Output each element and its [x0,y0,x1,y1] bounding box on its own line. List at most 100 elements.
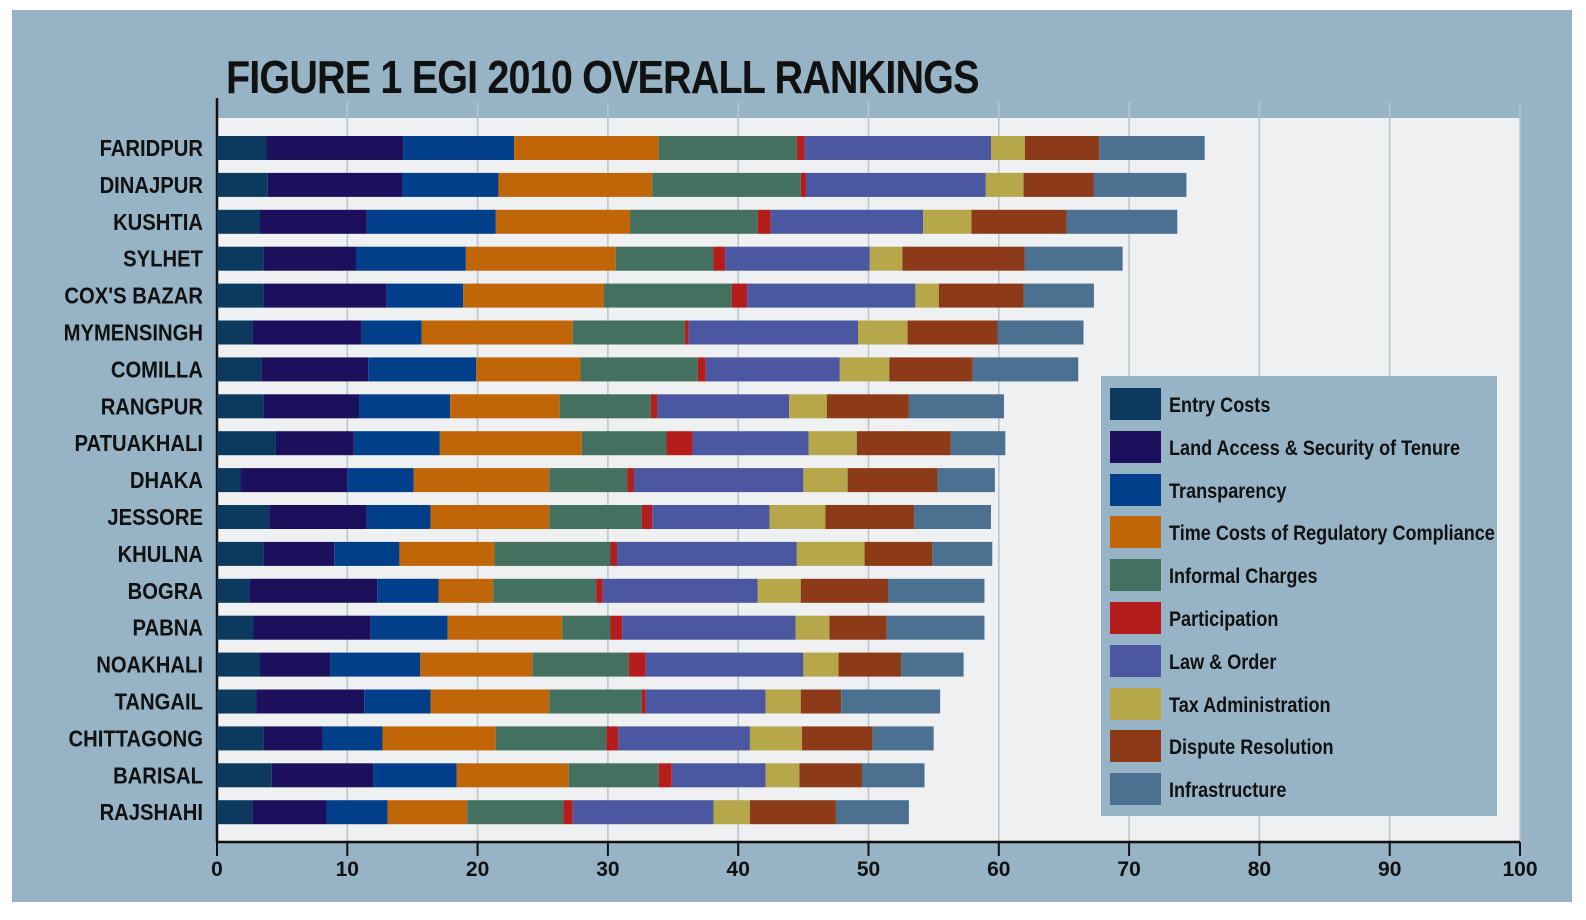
bar-segment [217,172,268,197]
bar-segment [359,394,451,419]
category-label: DINAJPUR [100,172,204,199]
bar-segment [347,468,414,493]
bar-segment [902,246,1025,271]
category-label: CHITTAGONG [68,725,203,752]
x-tick-label: 100 [1502,858,1537,881]
bar-segment [789,394,827,419]
bar-segment [769,505,826,529]
bar-segment [263,283,387,308]
bar-segment [622,615,796,640]
bar-segment [456,763,569,788]
bar-segment [795,615,830,640]
bar-segment [610,615,623,640]
bar-segment [804,136,991,160]
bar-segment [805,172,986,197]
bar-segment [263,541,335,566]
bar-segment [549,505,642,529]
bar-segment [334,541,400,566]
bar-segment [366,505,431,529]
bar-segment [514,136,659,160]
bar-segment [633,468,804,493]
bar-segment [800,689,842,714]
bar-segment [889,357,973,382]
bar-segment [493,578,597,603]
legend-item: Informal Charges [1110,559,1500,592]
x-tick-label: 0 [211,858,223,881]
bar-segment [361,320,422,345]
legend-swatch [1110,388,1161,420]
bar-segment [217,246,264,271]
bar-segment [826,394,909,419]
bar-segment [1023,172,1094,197]
bar-segment [549,468,628,493]
bar-segment [402,172,499,197]
bar-segment [580,357,698,382]
bar-segment [259,209,367,234]
x-tick-label: 70 [1117,858,1140,881]
legend-label: Dispute Resolution [1169,736,1334,760]
bar-segment [650,394,658,419]
bar-segment [749,726,803,751]
bar-segment [495,726,607,751]
x-tick-label: 80 [1248,858,1271,881]
legend-label: Informal Charges [1169,565,1318,589]
bar-segment [217,136,267,160]
bar-segment [252,320,362,345]
bar-segment [765,689,801,714]
bar-segment [652,172,801,197]
bar-segment [267,172,403,197]
bar-segment [950,431,1006,456]
legend-swatch [1110,473,1161,506]
bar-segment [430,505,550,529]
bar-segment [765,763,800,788]
legend-label: Time Costs of Regulatory Compliance [1169,522,1495,546]
bar-segment [602,578,758,603]
bar-segment [617,541,797,566]
bar-segment [217,689,257,714]
bar-segment [330,652,421,677]
category-label: MYMENSINGH [64,319,203,346]
bar-segment [923,209,972,234]
bar-segment [990,136,1025,160]
legend-label: Transparency [1169,479,1287,503]
bar-segment [938,283,1024,308]
bar-segment [217,652,260,677]
bar-segment [652,505,770,529]
bar-segment [1024,246,1123,271]
bar-segment [697,357,706,382]
bar-segment [705,357,840,382]
bar-segment [450,394,560,419]
bar-segment [403,136,515,160]
bar-segment [841,689,941,714]
bar-segment [353,431,440,456]
bar-segment [596,578,603,603]
bar-segment [322,726,383,751]
bar-segment [800,578,889,603]
bar-segment [713,800,750,825]
bar-segment [217,320,253,345]
bar-segment [261,357,369,382]
category-label: COMILLA [111,356,203,383]
bar-segment [370,615,448,640]
category-label: COX'S BAZAR [64,282,203,309]
category-label: BOGRA [128,578,204,605]
bar-segment [972,357,1079,382]
legend-swatch [1110,687,1161,720]
bar-segment [263,726,323,751]
category-label: RAJSHAHI [100,799,203,826]
bar-segment [217,468,241,493]
legend-item: Infrastructure [1110,773,1500,806]
bar-segment [217,283,264,308]
category-label: PATUAKHALI [74,430,203,457]
x-tick-label: 90 [1378,858,1401,881]
bar-segment [915,283,939,308]
legend-item: Dispute Resolution [1110,730,1500,763]
bar-segment [275,431,354,456]
bar-segment [888,578,985,603]
category-label: NOAKHALI [96,651,203,678]
bar-segment [253,615,371,640]
bar-segment [217,763,272,788]
chart-title: FIGURE 1 EGI 2010 OVERALL RANKINGS [226,51,979,103]
bar-segment [628,652,646,677]
bar-segment [610,541,618,566]
